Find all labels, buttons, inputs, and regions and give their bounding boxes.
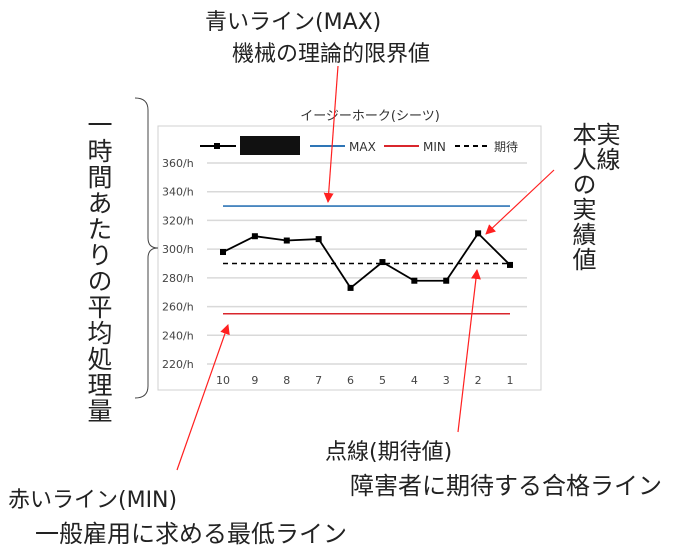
data-point <box>507 261 513 268</box>
arrow-expected <box>457 269 481 433</box>
data-point <box>347 284 354 291</box>
actual-annotation-title: 実線 <box>592 122 620 172</box>
data-point <box>411 277 418 284</box>
max-annotation-desc: 機械の理論的限界値 <box>232 42 431 67</box>
data-point <box>379 259 386 266</box>
chart-frame <box>157 125 542 391</box>
actual-annotation-desc: 本人の実績値 <box>568 122 596 272</box>
legend-max: MAX <box>349 140 376 154</box>
x-tick-label: 4 <box>411 374 418 387</box>
expected-annotation-desc: 障害者に期待する合格ライン <box>350 472 662 500</box>
legend-min: MIN <box>423 140 446 154</box>
data-point <box>251 233 258 240</box>
x-tick-label: 7 <box>315 374 322 387</box>
data-point <box>220 249 226 256</box>
data-point <box>475 230 482 237</box>
y-tick-label: 320/h <box>162 214 194 227</box>
x-tick-label: 2 <box>475 374 482 387</box>
arrow-actual <box>485 169 555 235</box>
min-annotation-desc: 一般雇用に求める最低ライン <box>35 520 347 548</box>
y-tick-label: 300/h <box>162 243 194 256</box>
y-tick-label: 340/h <box>162 186 194 199</box>
redacted-legend-label <box>240 136 300 155</box>
data-point <box>283 237 290 244</box>
y-tick-label: 280/h <box>162 272 194 285</box>
x-tick-label: 1 <box>507 374 514 387</box>
arrow-max <box>323 65 339 203</box>
y-tick-label: 240/h <box>162 329 194 342</box>
actual-series <box>222 231 511 290</box>
x-tick-label: 3 <box>443 374 450 387</box>
x-tick-label: 8 <box>283 374 290 387</box>
y-tick-label: 260/h <box>162 301 194 314</box>
y-brace <box>134 97 159 399</box>
y-axis-annotation: 一時間あたりの平均処理量 <box>84 112 113 424</box>
min-annotation-title: 赤いライン(MIN) <box>8 488 178 513</box>
x-tick-label: 5 <box>379 374 386 387</box>
expected-annotation-title: 点線(期待値) <box>325 440 453 465</box>
x-tick-label: 10 <box>216 374 230 387</box>
y-tick-label: 360/h <box>162 157 194 170</box>
arrow-min <box>176 324 230 471</box>
x-tick-label: 9 <box>251 374 258 387</box>
data-point <box>443 277 450 284</box>
max-annotation-title: 青いライン(MAX) <box>205 10 382 35</box>
x-tick-label: 6 <box>347 374 354 387</box>
chart-title: イージーホーク(シーツ) <box>300 109 440 124</box>
legend: MAX MIN 期待 <box>200 136 518 155</box>
data-point <box>315 236 322 243</box>
legend-expected: 期待 <box>494 140 518 154</box>
y-tick-label: 220/h <box>162 358 194 371</box>
